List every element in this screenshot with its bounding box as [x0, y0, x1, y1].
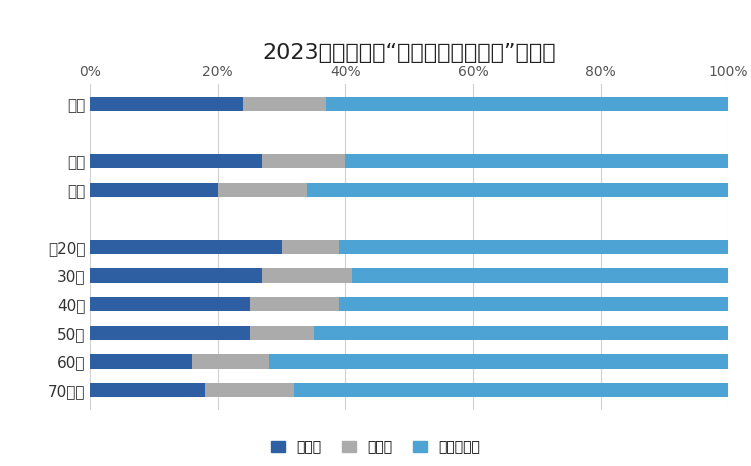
Bar: [249, 326, 314, 340]
Bar: [90, 383, 205, 397]
Bar: [90, 183, 218, 197]
Bar: [90, 268, 263, 283]
Bar: [90, 297, 249, 311]
Bar: [90, 354, 192, 369]
Bar: [205, 383, 294, 397]
Bar: [90, 154, 263, 168]
Bar: [218, 183, 307, 197]
Bar: [294, 383, 728, 397]
Bar: [263, 268, 352, 283]
Bar: [351, 268, 728, 283]
Bar: [90, 326, 249, 340]
Bar: [192, 354, 269, 369]
Title: 2023年度に比べ“飲みにケーション”の増減: 2023年度に比べ“飲みにケーション”の増減: [263, 43, 556, 63]
Bar: [339, 297, 728, 311]
Bar: [314, 326, 728, 340]
Bar: [249, 297, 339, 311]
Bar: [90, 240, 282, 254]
Bar: [327, 97, 728, 111]
Bar: [307, 183, 728, 197]
Bar: [243, 97, 327, 111]
Legend: 増えた, 減った, 変わらない: 増えた, 減った, 変わらない: [271, 440, 480, 454]
Bar: [339, 240, 728, 254]
Bar: [282, 240, 339, 254]
Bar: [90, 97, 243, 111]
Bar: [345, 154, 728, 168]
Bar: [269, 354, 728, 369]
Bar: [263, 154, 345, 168]
